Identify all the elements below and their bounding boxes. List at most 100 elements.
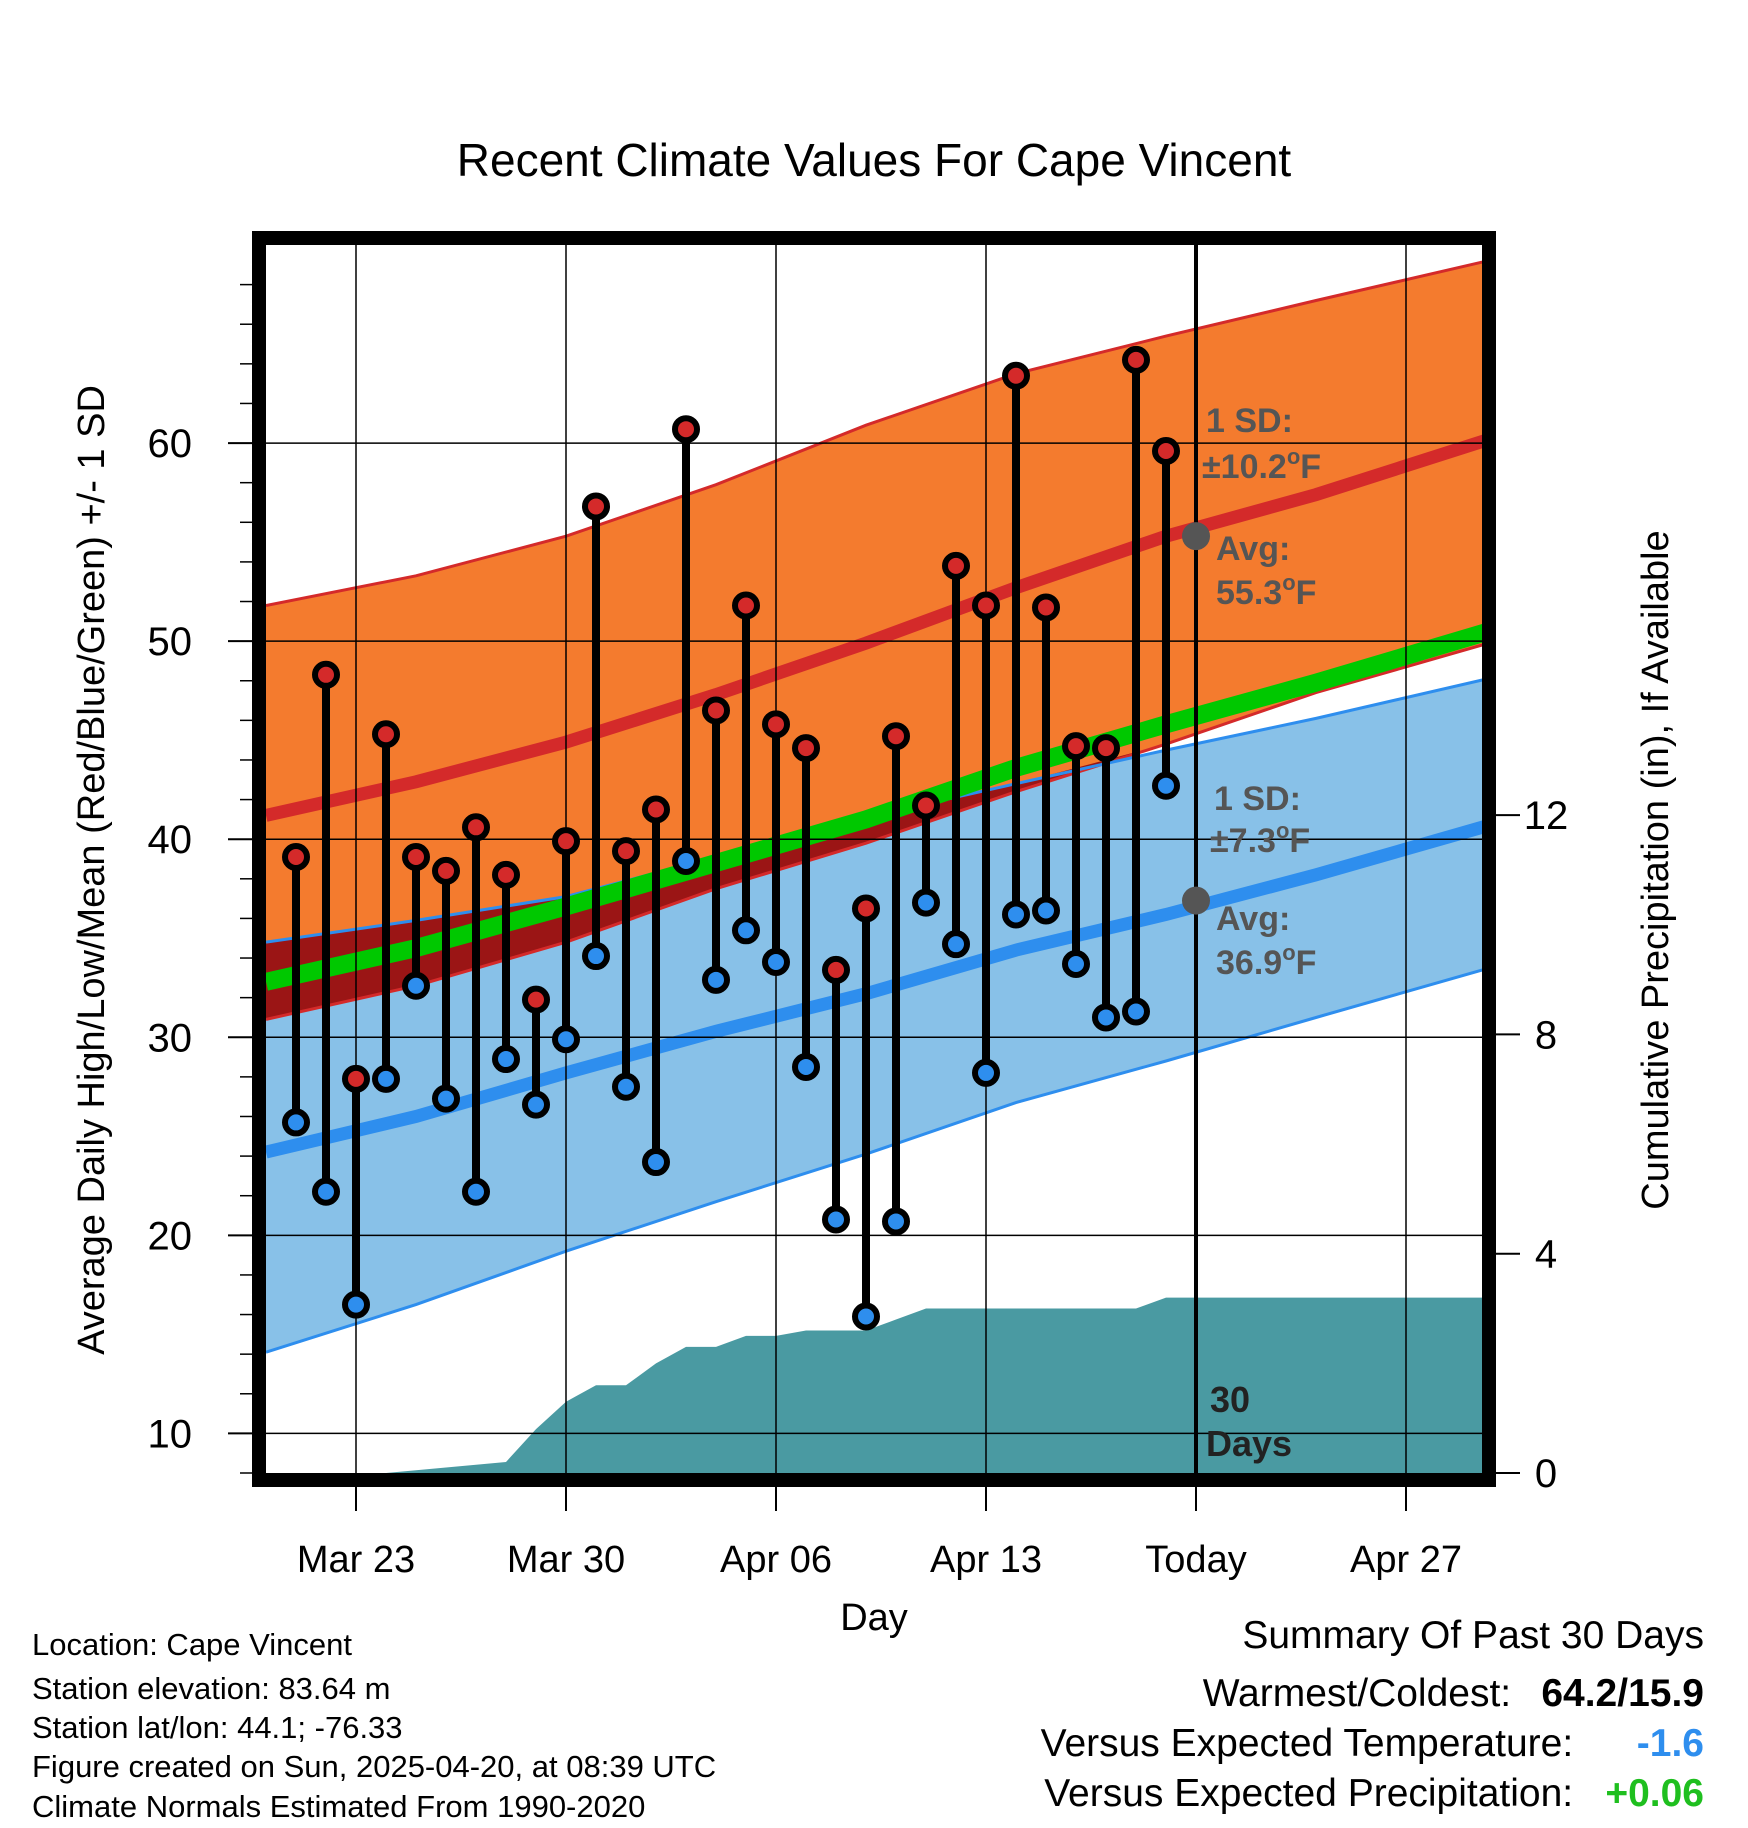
x-tick-label: Mar 23 [297,1539,415,1581]
chart-title: Recent Climate Values For Cape Vincent [457,134,1292,186]
daily-low-point [1122,997,1150,1026]
daily-high-point [1092,734,1120,763]
daily-low-point [1152,771,1180,800]
daily-low-point [582,942,610,971]
daily-high-point [492,860,520,889]
daily-high-point [342,1064,370,1093]
y-tick-label-left: 50 [148,620,193,664]
daily-high-point [792,734,820,763]
low-avg-label: Avg: [1216,900,1290,938]
x-tick-label: Apr 27 [1350,1539,1462,1581]
daily-low-point [1032,896,1060,925]
summary-title: Summary Of Past 30 Days [1242,1614,1704,1657]
daily-low-point [402,971,430,1000]
daily-low-point [492,1045,520,1074]
y-tick-label-right: 12 [1524,794,1569,838]
x-tick-label: Mar 30 [507,1539,625,1581]
today-low-avg-point [1182,886,1210,915]
daily-high-point [312,660,340,689]
plot-frame [252,231,1496,1487]
x-tick-label: Apr 13 [930,1539,1042,1581]
temp-value: -1.6 [1636,1722,1704,1765]
daily-high-point [912,791,940,820]
days-count-label: 30 [1210,1379,1250,1420]
summary-temp-row: Versus Expected Temperature: -1.6 [1041,1722,1704,1766]
summary-precip-row: Versus Expected Precipitation: +0.06 [1044,1772,1704,1816]
warmest-value: 64.2/15.9 [1541,1672,1704,1715]
low-sd-value: ±7.3oF [1210,818,1310,860]
precipitation-area [266,1297,1482,1473]
daily-low-point [732,916,760,945]
daily-low-point [672,846,700,875]
y-tick-label-left: 10 [148,1412,193,1456]
daily-high-point [702,696,730,725]
daily-low-point [312,1177,340,1206]
daily-high-point [1122,345,1150,374]
precip-label: Versus Expected Precipitation: [1044,1772,1574,1815]
low-avg-value: 36.9oF [1216,940,1316,982]
daily-low-point [852,1302,880,1331]
high-avg-label: Avg: [1216,530,1290,568]
daily-high-point [942,551,970,580]
daily-low-point [792,1052,820,1081]
daily-high-point [1032,593,1060,622]
daily-high-point [882,722,910,751]
daily-low-point [282,1108,310,1137]
daily-high-point [642,795,670,824]
high-plus-sd-line [266,260,1482,607]
daily-low-point [1092,1003,1120,1032]
daily-low-point [462,1177,490,1206]
daily-low-point [372,1064,400,1093]
daily-high-point [732,591,760,620]
low-sd-band [266,680,1482,1353]
daily-high-point [852,894,880,923]
daily-high-point [462,813,490,842]
y-axis-label-left: Average Daily High/Low/Mean (Red/Blue/Gr… [71,385,113,1355]
daily-low-point [432,1084,460,1113]
high-minus-sd-line [266,643,1482,1021]
low-sd-label: 1 SD: [1214,780,1301,818]
precip-value: +0.06 [1605,1772,1704,1815]
high-sd-label: 1 SD: [1206,402,1293,440]
daily-high-point [1152,436,1180,465]
daily-high-point [1002,361,1030,390]
location-text: Location: Cape Vincent [32,1627,352,1662]
y-axis-label-right: Cumulative Precipitation (in), If Availa… [1635,530,1677,1209]
high-sd-value: ±10.2oF [1202,444,1321,486]
daily-high-point [432,856,460,885]
daily-low-point [1062,949,1090,978]
y-tick-label-right: 4 [1535,1233,1557,1277]
daily-high-point [402,843,430,872]
daily-high-point [762,710,790,739]
daily-high-point [822,955,850,984]
daily-low-point [882,1207,910,1236]
normals-text: Climate Normals Estimated From 1990-2020 [32,1789,646,1824]
y-tick-label-left: 30 [148,1016,193,1060]
elevation-text: Station elevation: 83.64 m [32,1671,391,1706]
y-tick-label-left: 20 [148,1214,193,1258]
latlon-text: Station lat/lon: 44.1; -76.33 [32,1710,403,1745]
daily-low-point [642,1148,670,1177]
summary-warmest-row: Warmest/Coldest: 64.2/15.9 [1203,1672,1704,1716]
daily-low-point [762,947,790,976]
warmest-label: Warmest/Coldest: [1202,1672,1512,1715]
daily-high-point [552,827,580,856]
daily-high-point [1062,732,1090,761]
y-tick-label-right: 0 [1535,1452,1557,1496]
daily-high-point [612,837,640,866]
daily-low-point [342,1290,370,1319]
x-axis-label: Day [840,1597,908,1639]
normal-high-line [266,434,1482,822]
high-avg-value: 55.3oF [1216,570,1316,612]
x-tick-label: Apr 06 [720,1539,832,1581]
today-high-avg-point [1182,522,1210,551]
normal-mean-line [266,623,1482,991]
daily-low-point [972,1058,1000,1087]
daily-low-point [942,930,970,959]
days-unit-label: Days [1206,1423,1292,1464]
daily-low-point [702,965,730,994]
x-tick-label: Today [1145,1539,1246,1581]
y-tick-label-left: 40 [148,818,193,862]
daily-high-point [522,985,550,1014]
